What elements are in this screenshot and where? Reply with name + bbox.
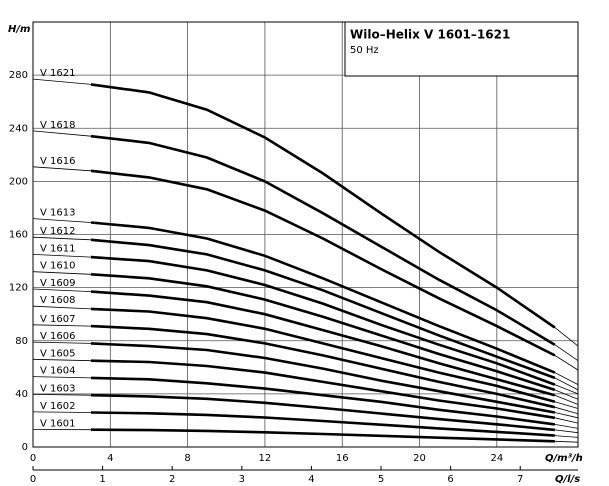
x-tick-label: 12 xyxy=(259,453,272,464)
x2-tick-label: 7 xyxy=(517,474,523,485)
curve-label: V 1611 xyxy=(40,243,75,254)
pump-curve-operating-range xyxy=(90,411,555,437)
curve-label: V 1621 xyxy=(40,68,75,79)
pump-curve-operating-range xyxy=(90,134,556,346)
pump-curve-operating-range xyxy=(90,307,556,404)
x2-tick-label: 2 xyxy=(169,474,175,485)
pump-curve-operating-range xyxy=(90,393,555,432)
curve-label: V 1608 xyxy=(40,295,75,306)
x-tick-label: 8 xyxy=(184,453,190,464)
chart-title: Wilo–Helix V 1601–1621 xyxy=(350,28,510,42)
y-tick-label: 160 xyxy=(9,230,28,241)
pump-curve-operating-range xyxy=(90,221,556,374)
pump-curve-operating-range xyxy=(90,324,556,409)
pump-curve-operating-range xyxy=(90,273,556,392)
y-tick-label: 80 xyxy=(15,336,28,347)
curve-label: V 1612 xyxy=(40,226,75,237)
pump-curve-operating-range xyxy=(90,342,556,414)
x-tick-label: 16 xyxy=(336,453,349,464)
y-tick-label: 40 xyxy=(15,389,28,400)
x2-tick-label: 1 xyxy=(99,474,105,485)
curve-label: V 1613 xyxy=(40,208,75,219)
title-box xyxy=(344,21,579,77)
x2-axis-label: Q/l/s xyxy=(555,474,580,485)
y-axis-label: H/m xyxy=(8,24,30,35)
pump-curve-operating-range xyxy=(90,255,556,386)
x2-tick-label: 6 xyxy=(447,474,453,485)
pump-curve xyxy=(32,236,579,391)
x-tick-label: 20 xyxy=(413,453,426,464)
curve-label: V 1604 xyxy=(40,366,75,377)
y-tick-label: 240 xyxy=(9,123,28,134)
curve-label: V 1607 xyxy=(40,314,75,325)
x-tick-label: 4 xyxy=(107,453,113,464)
y-tick-label: 280 xyxy=(9,70,28,81)
x2-tick-label: 3 xyxy=(239,474,245,485)
pump-curve-operating-range xyxy=(90,169,556,357)
pump-curve xyxy=(32,218,579,385)
chart-subtitle: 50 Hz xyxy=(350,45,379,56)
y-tick-label: 0 xyxy=(22,442,28,453)
pump-curve-operating-range xyxy=(90,83,556,329)
x-tick-label: 24 xyxy=(490,453,503,464)
x2-tick-label: 0 xyxy=(30,474,36,485)
plot-frame xyxy=(32,21,579,448)
curve-label: V 1618 xyxy=(40,120,75,131)
curve-label: V 1606 xyxy=(40,331,75,342)
pump-curve-operating-range xyxy=(90,359,556,420)
pump-curve xyxy=(32,288,579,405)
pump-curve-operating-range xyxy=(90,376,555,426)
curve-label: V 1609 xyxy=(40,278,75,289)
curve-label: V 1601 xyxy=(40,418,75,429)
x2-tick-label: 5 xyxy=(378,474,384,485)
y-tick-label: 200 xyxy=(9,176,28,187)
x-axis-label: Q/m³/h xyxy=(545,453,583,464)
curve-label: V 1602 xyxy=(40,401,75,412)
curve-label: V 1605 xyxy=(40,348,75,359)
curve-label: V 1616 xyxy=(40,156,75,167)
curve-label: V 1610 xyxy=(40,261,75,272)
pump-curve-operating-range xyxy=(90,428,555,443)
y-tick-label: 120 xyxy=(9,283,28,294)
pump-curve xyxy=(32,78,579,347)
x2-tick-label: 4 xyxy=(308,474,314,485)
pump-curve-operating-range xyxy=(90,290,556,397)
curve-label: V 1603 xyxy=(40,383,75,394)
pump-curve-operating-range xyxy=(90,238,556,380)
x-tick-label: 0 xyxy=(30,453,36,464)
